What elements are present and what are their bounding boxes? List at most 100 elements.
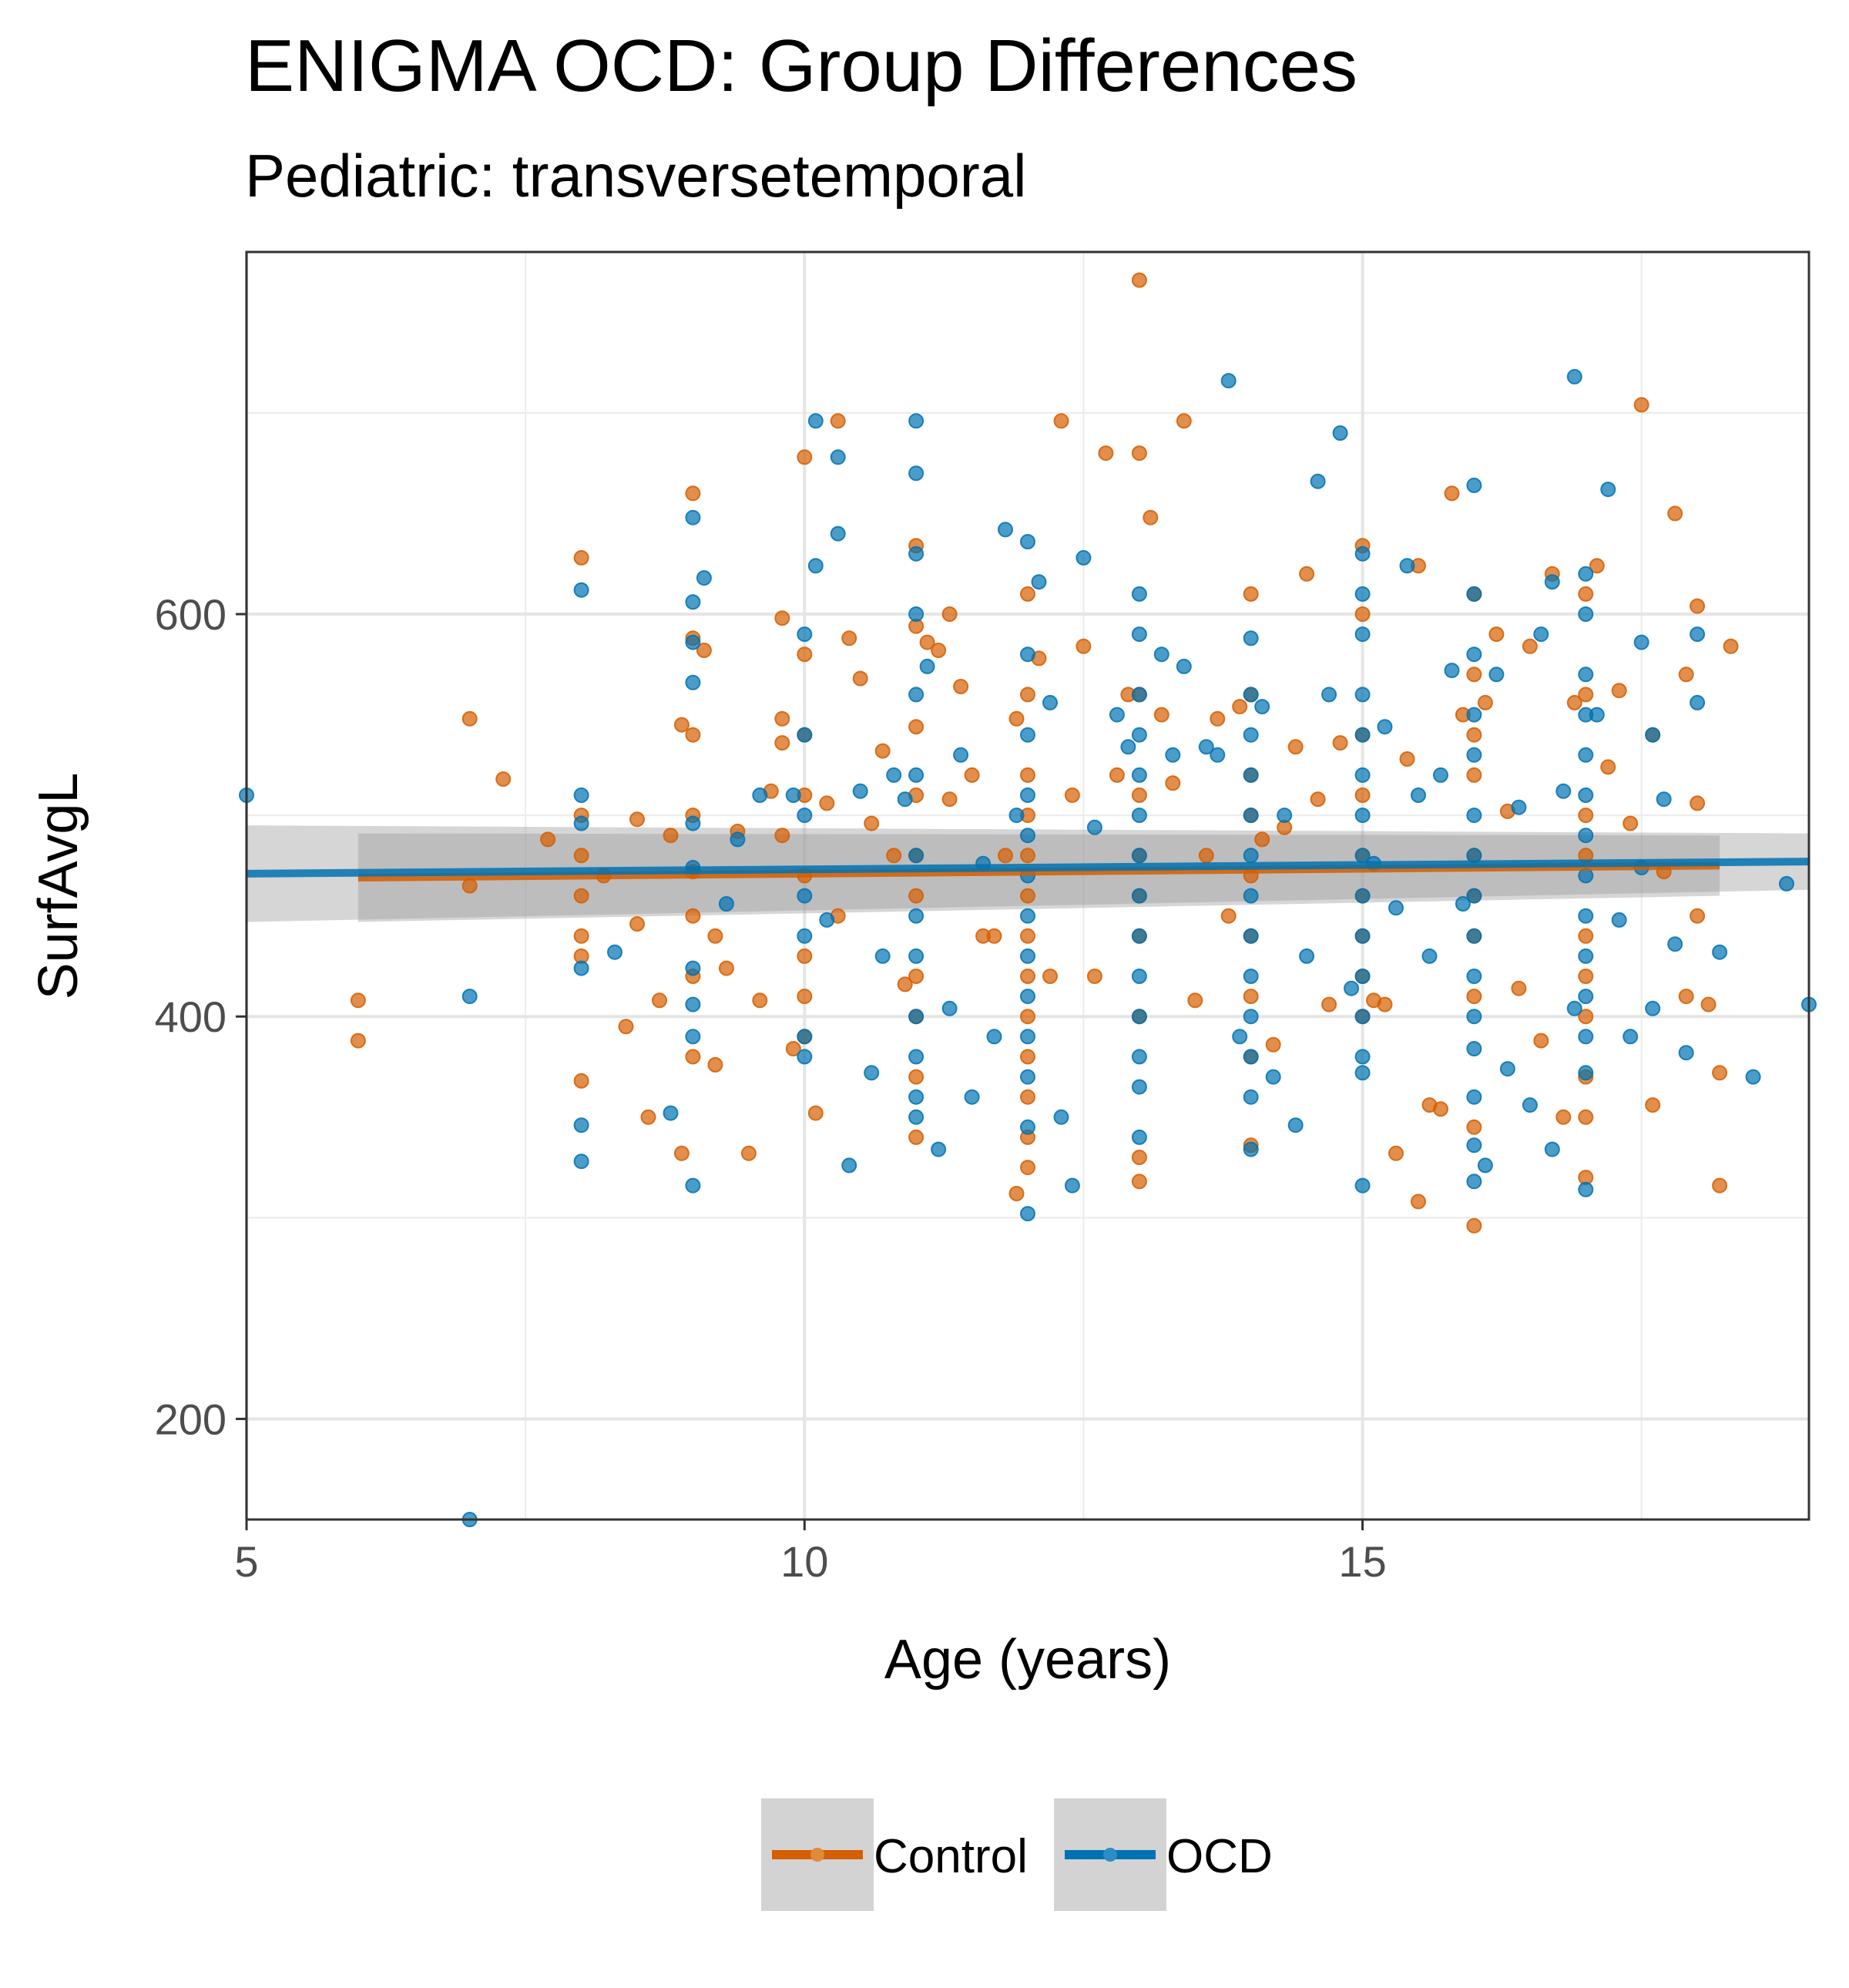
data-point xyxy=(1522,638,1538,654)
data-point xyxy=(573,1073,589,1089)
data-point xyxy=(807,413,824,429)
data-point xyxy=(1533,626,1549,643)
data-point xyxy=(1020,727,1035,743)
data-point xyxy=(964,767,980,783)
data-point xyxy=(1020,888,1035,904)
data-point xyxy=(1086,969,1102,984)
data-point xyxy=(1020,1206,1035,1222)
data-point xyxy=(1354,787,1371,803)
y-tick-label: 400 xyxy=(155,992,227,1041)
data-point xyxy=(1020,1069,1035,1085)
data-point xyxy=(774,610,790,626)
data-point xyxy=(1745,1069,1761,1085)
data-point xyxy=(685,996,701,1012)
data-point xyxy=(1533,1033,1549,1049)
data-point xyxy=(908,606,924,622)
data-point xyxy=(730,831,746,848)
fit-line-ocd xyxy=(246,858,1810,878)
data-point xyxy=(1243,767,1259,783)
data-point xyxy=(1131,687,1147,703)
data-point xyxy=(1411,1194,1426,1210)
data-point xyxy=(1466,808,1482,824)
data-point xyxy=(908,908,924,924)
data-point xyxy=(1131,767,1147,783)
data-point xyxy=(1020,1089,1035,1105)
legend-label-ocd: OCD xyxy=(1166,1830,1273,1883)
data-point xyxy=(1578,868,1594,884)
data-point xyxy=(953,747,969,763)
data-point xyxy=(1020,534,1035,549)
data-point xyxy=(964,1089,980,1105)
data-point xyxy=(573,960,589,976)
points-ocd xyxy=(239,368,1817,1527)
data-point xyxy=(841,630,857,646)
data-point xyxy=(1354,1065,1371,1081)
data-point xyxy=(1143,509,1159,526)
data-point xyxy=(696,570,712,586)
legend-label-control: Control xyxy=(874,1830,1028,1883)
data-point xyxy=(1310,473,1326,489)
data-point xyxy=(1779,875,1794,892)
data-point xyxy=(1299,566,1315,582)
data-point xyxy=(1020,989,1035,1005)
data-point xyxy=(797,1049,813,1065)
data-point xyxy=(1131,1174,1147,1190)
data-point xyxy=(673,1145,690,1161)
data-point xyxy=(618,1019,634,1035)
data-point xyxy=(1622,1029,1639,1045)
data-point xyxy=(1477,694,1493,710)
data-point xyxy=(1354,1009,1371,1025)
data-point xyxy=(1220,908,1237,924)
x-axis-title: Age (years) xyxy=(884,1629,1171,1691)
data-point xyxy=(830,526,846,542)
data-point xyxy=(1131,272,1147,288)
data-point xyxy=(1555,783,1572,799)
data-point xyxy=(1198,739,1214,755)
data-point xyxy=(908,1009,924,1025)
data-point xyxy=(931,643,947,658)
data-point xyxy=(797,928,813,944)
data-point xyxy=(1064,787,1080,803)
data-point xyxy=(1690,626,1706,643)
data-point xyxy=(1131,1009,1147,1025)
data-point xyxy=(1578,808,1594,824)
data-point xyxy=(797,727,813,743)
data-point xyxy=(1020,928,1035,944)
data-point xyxy=(1578,969,1594,984)
data-point xyxy=(1131,888,1147,904)
data-point xyxy=(1444,663,1460,679)
data-point xyxy=(1544,574,1560,590)
data-point xyxy=(931,1141,947,1157)
data-point xyxy=(1243,969,1259,984)
data-point xyxy=(740,1145,757,1161)
data-point xyxy=(685,485,701,502)
data-point xyxy=(1020,687,1035,703)
data-point xyxy=(797,948,813,964)
data-point xyxy=(1020,948,1035,964)
data-point xyxy=(830,413,846,429)
y-tick-label: 200 xyxy=(155,1395,227,1443)
data-point xyxy=(663,1105,679,1121)
data-point xyxy=(1566,694,1582,710)
data-point xyxy=(1578,747,1594,763)
data-point xyxy=(1377,719,1393,735)
data-point xyxy=(1678,667,1694,683)
data-point xyxy=(1243,928,1259,944)
data-point xyxy=(1578,667,1594,683)
data-point xyxy=(1354,1049,1371,1065)
data-point xyxy=(1354,1177,1371,1194)
data-point xyxy=(797,626,813,643)
data-point xyxy=(1690,694,1706,710)
axes: 5 10 15 200 400 600 xyxy=(155,590,1387,1586)
y-axis-title: SurfAvgL xyxy=(28,773,89,1000)
data-point xyxy=(1020,828,1035,844)
data-point xyxy=(1466,707,1482,723)
data-point xyxy=(1433,767,1448,783)
data-point xyxy=(1020,969,1035,984)
data-point xyxy=(1020,848,1035,864)
data-point xyxy=(1399,751,1415,767)
data-point xyxy=(1354,687,1371,703)
data-point xyxy=(1466,1137,1482,1154)
data-point xyxy=(1321,996,1337,1012)
